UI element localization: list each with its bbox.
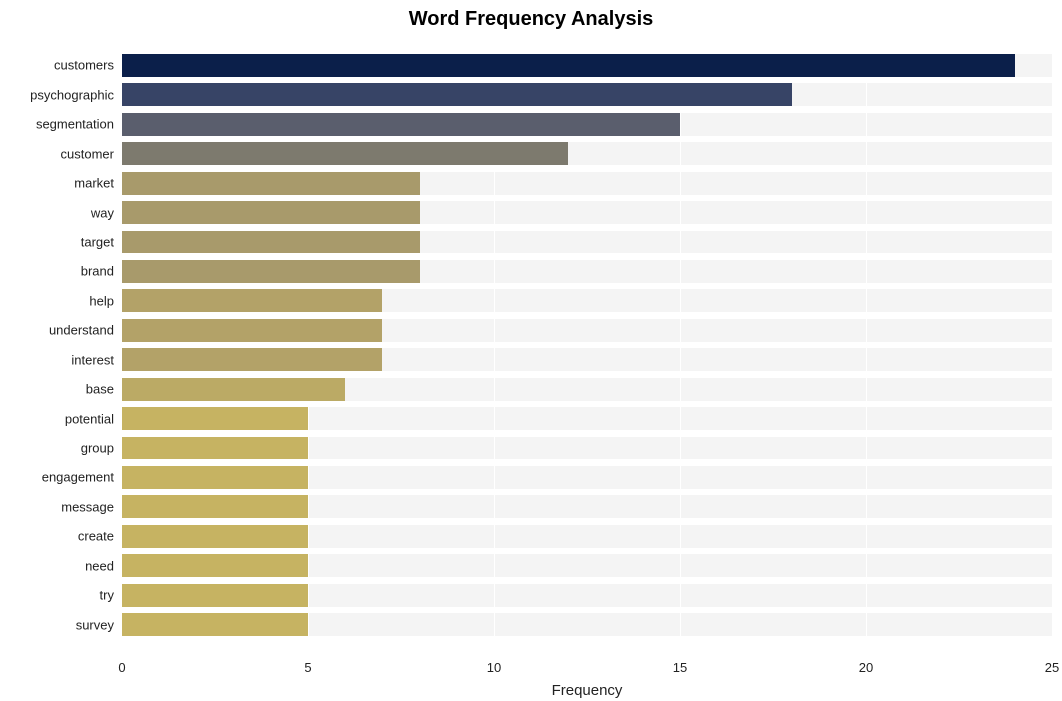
y-tick-label: help — [0, 293, 114, 308]
chart-title: Word Frequency Analysis — [0, 8, 1062, 31]
alt-band — [122, 607, 1052, 613]
y-tick-label: target — [0, 235, 114, 250]
y-tick-label: market — [0, 176, 114, 191]
bar — [122, 172, 420, 195]
x-tick-label: 25 — [1045, 660, 1059, 675]
bar — [122, 554, 308, 577]
bar — [122, 378, 345, 401]
y-tick-label: base — [0, 382, 114, 397]
alt-band — [122, 195, 1052, 201]
y-tick-label: brand — [0, 264, 114, 279]
y-tick-label: group — [0, 441, 114, 456]
alt-band — [122, 136, 1052, 142]
y-tick-label: understand — [0, 323, 114, 338]
y-tick-label: message — [0, 499, 114, 514]
bar — [122, 319, 382, 342]
bar — [122, 348, 382, 371]
alt-band — [122, 342, 1052, 348]
alt-band — [122, 489, 1052, 495]
alt-band — [122, 77, 1052, 83]
bar — [122, 260, 420, 283]
y-tick-label: interest — [0, 352, 114, 367]
bar — [122, 231, 420, 254]
bar — [122, 525, 308, 548]
plot-area — [122, 36, 1052, 654]
gridline — [1052, 36, 1053, 654]
y-tick-label: way — [0, 205, 114, 220]
bar — [122, 201, 420, 224]
x-tick-label: 0 — [118, 660, 125, 675]
x-tick-label: 15 — [673, 660, 687, 675]
bar — [122, 142, 568, 165]
x-tick-label: 10 — [487, 660, 501, 675]
y-tick-label: segmentation — [0, 117, 114, 132]
y-tick-label: survey — [0, 617, 114, 632]
bar — [122, 83, 792, 106]
bar — [122, 613, 308, 636]
bar — [122, 437, 308, 460]
bar — [122, 584, 308, 607]
alt-band — [122, 401, 1052, 407]
alt-band — [122, 36, 1052, 54]
y-tick-label: try — [0, 588, 114, 603]
x-axis-label: Frequency — [552, 682, 623, 699]
y-tick-label: engagement — [0, 470, 114, 485]
bar — [122, 466, 308, 489]
alt-band — [122, 283, 1052, 289]
gridline — [680, 36, 681, 654]
chart-container: Word Frequency Analysis customers psychog… — [0, 0, 1062, 701]
y-tick-label: potential — [0, 411, 114, 426]
bar — [122, 495, 308, 518]
x-tick-label: 5 — [304, 660, 311, 675]
bar — [122, 289, 382, 312]
gridline — [866, 36, 867, 654]
alt-band — [122, 548, 1052, 554]
y-tick-label: need — [0, 558, 114, 573]
bar — [122, 113, 680, 136]
y-tick-label: psychographic — [0, 87, 114, 102]
y-tick-label: create — [0, 529, 114, 544]
x-tick-label: 20 — [859, 660, 873, 675]
y-tick-label: customer — [0, 146, 114, 161]
alt-band — [122, 636, 1052, 654]
bar — [122, 54, 1015, 77]
y-tick-label: customers — [0, 58, 114, 73]
bar — [122, 407, 308, 430]
